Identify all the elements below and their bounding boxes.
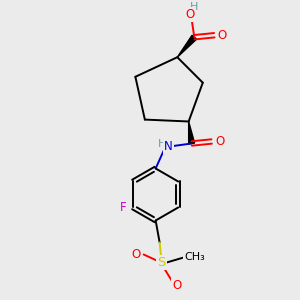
Text: O: O [172,279,181,292]
Text: O: O [218,29,227,42]
Text: O: O [186,8,195,21]
Text: H: H [190,2,199,12]
Text: N: N [164,140,173,153]
Text: F: F [120,201,126,214]
Polygon shape [177,35,196,57]
Polygon shape [189,122,195,144]
Text: O: O [215,135,224,148]
Text: O: O [131,248,140,261]
Text: CH₃: CH₃ [184,253,205,262]
Text: S: S [158,256,166,269]
Text: H: H [158,140,166,149]
